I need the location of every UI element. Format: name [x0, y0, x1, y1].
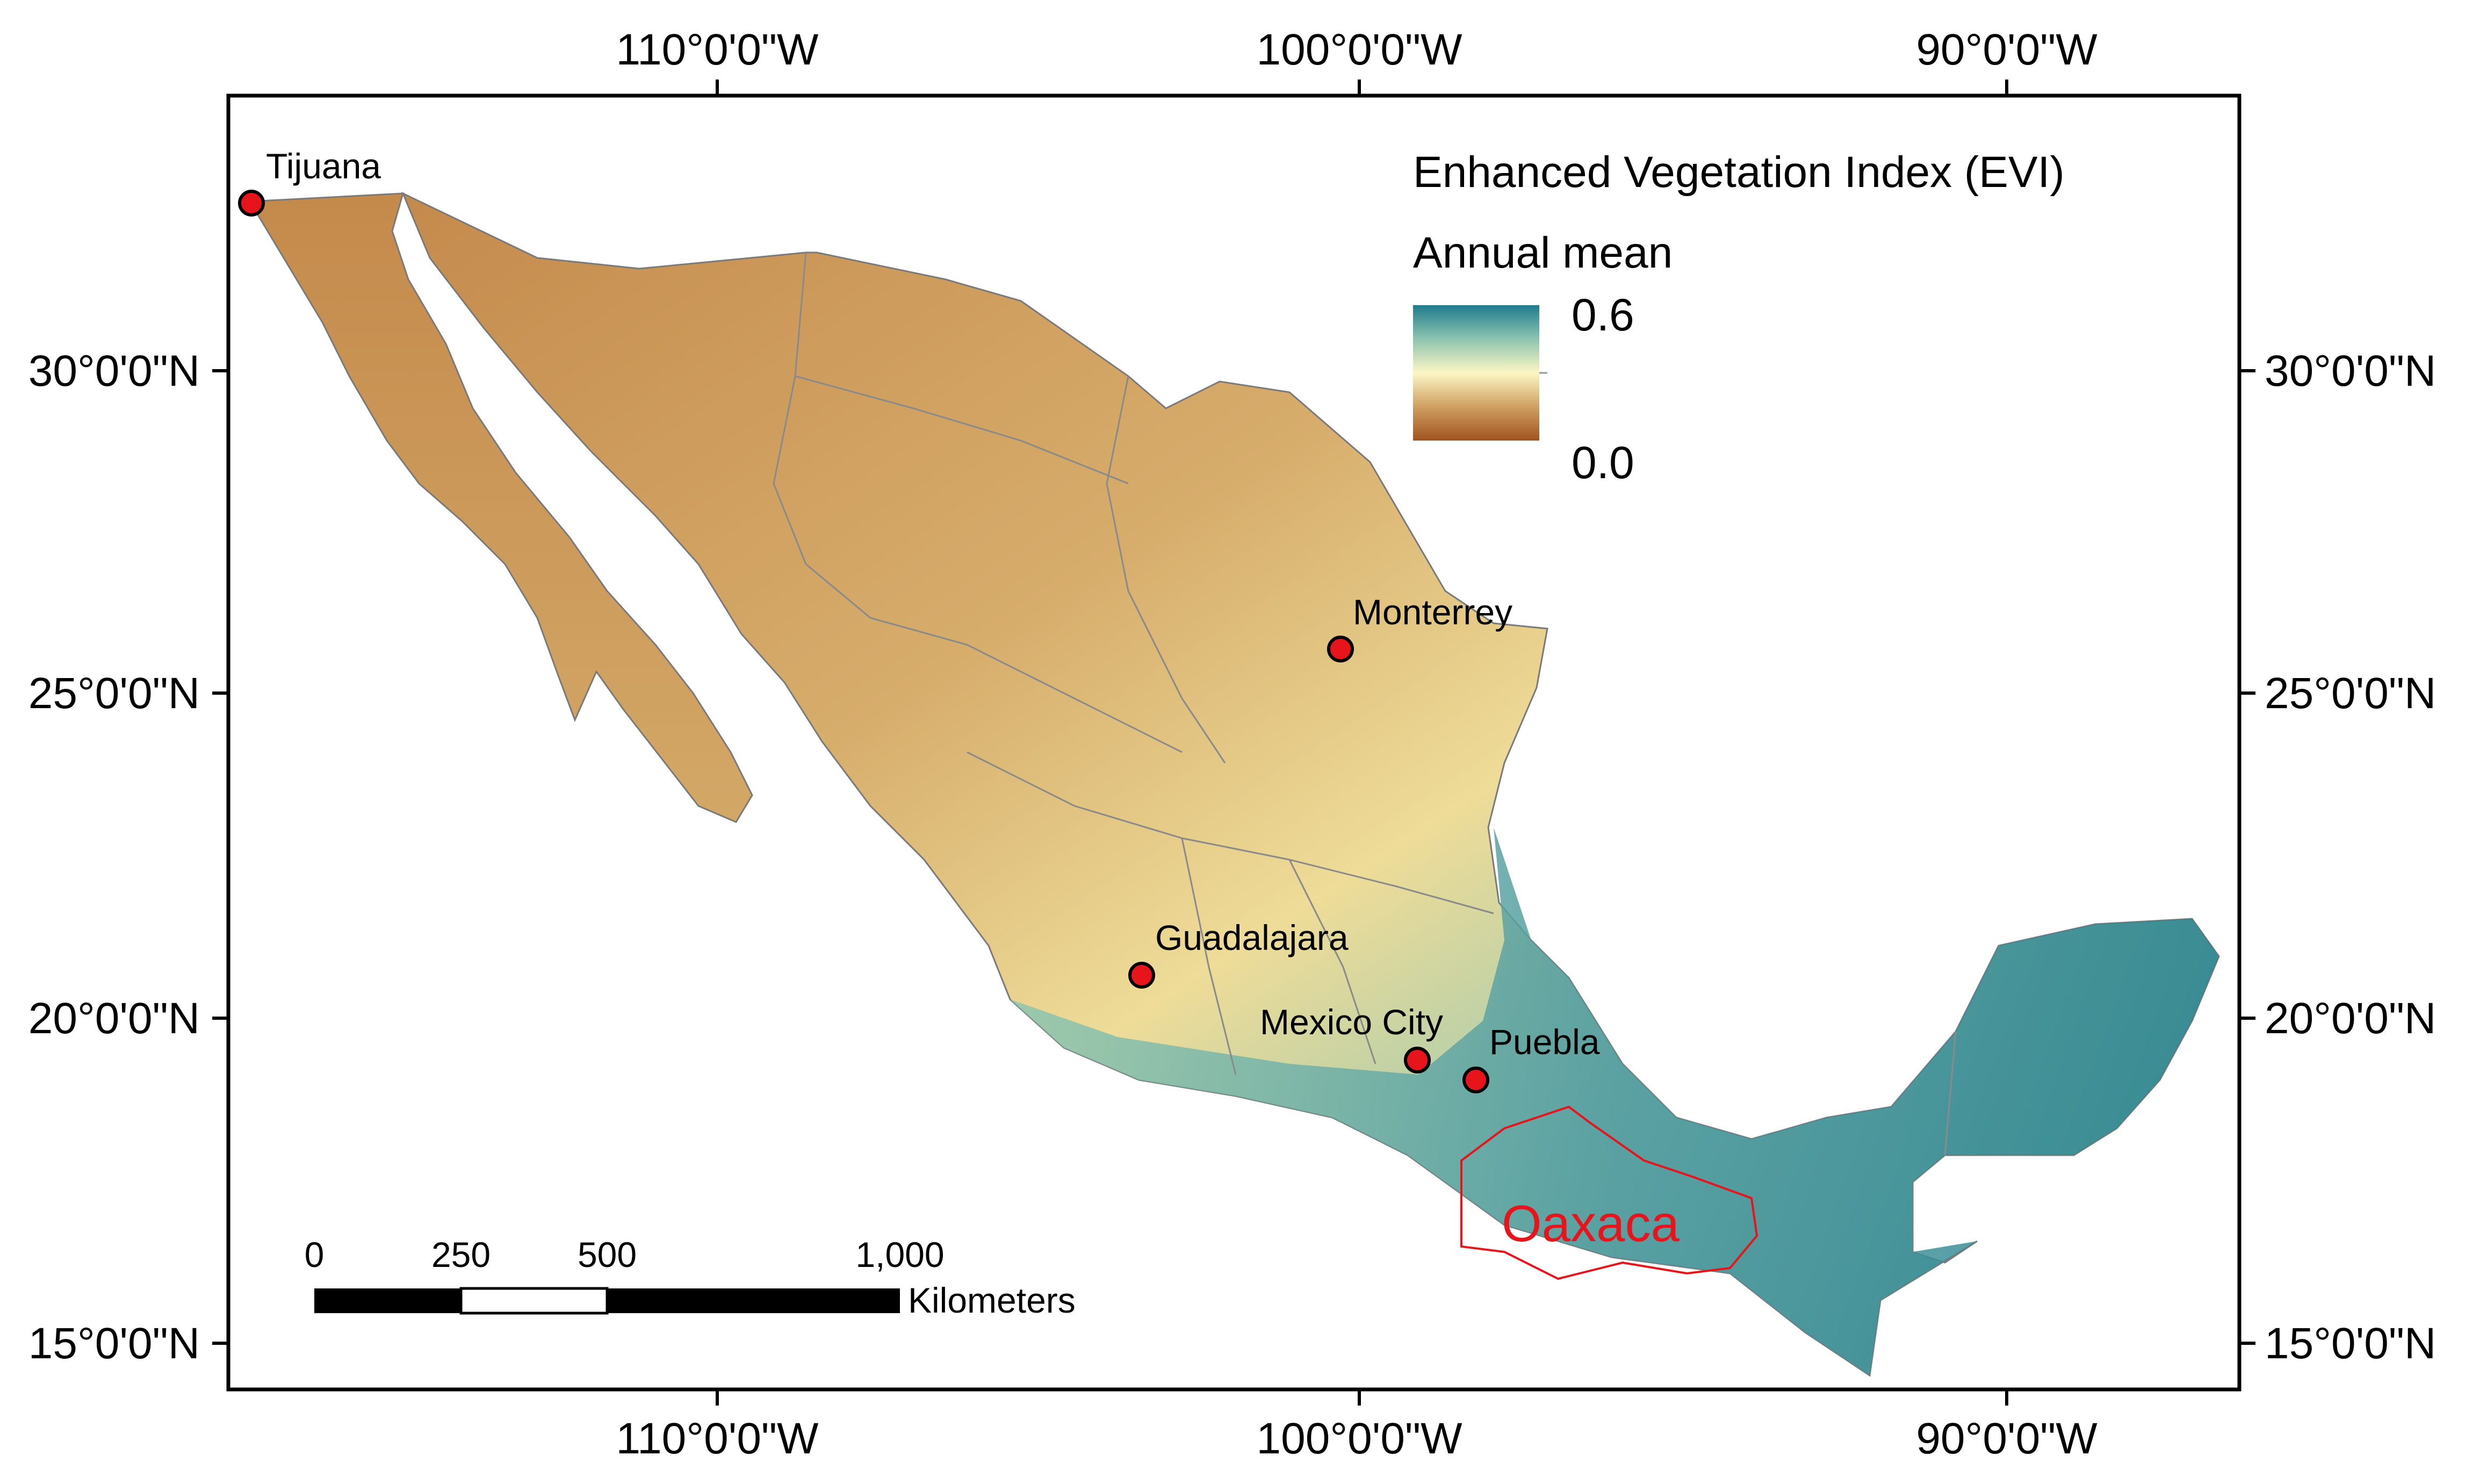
legend-color-ramp: [1413, 305, 1539, 441]
top-lon-label: 90°0'0"W: [1916, 25, 2098, 74]
left-lat-label: 30°0'0"N: [28, 347, 200, 395]
city-guadalajara: Guadalajara: [1128, 918, 1349, 989]
top-lon-label: 100°0'0"W: [1257, 25, 1463, 74]
oaxaca-outline: [1460, 1105, 1758, 1280]
city-monterrey: Monterrey: [1327, 592, 1512, 662]
city-marker: [1404, 1047, 1431, 1074]
city-label: Mexico City: [1260, 1002, 1443, 1042]
scale-bar: 0 250 500 1,000 Kilometers: [305, 1235, 1076, 1320]
southern-humid-zone: [1010, 827, 2219, 1375]
left-lat-label: 15°0'0"N: [28, 1319, 200, 1368]
state-boundaries: [773, 252, 1957, 1156]
city-mexico-city: Mexico City: [1260, 1002, 1443, 1074]
city-tijuana: Tijuana: [238, 146, 381, 217]
bottom-lon-label: 110°0'0"W: [616, 1414, 819, 1463]
legend-max-label: 0.6: [1572, 290, 1634, 340]
legend-subtitle: Annual mean: [1413, 228, 1673, 277]
scale-tick-label: 0: [305, 1235, 325, 1274]
baja-california: [248, 192, 753, 823]
top-lon-label: 110°0'0"W: [616, 25, 819, 74]
scale-segment: [459, 1287, 609, 1315]
right-lat-label: 15°0'0"N: [2265, 1319, 2436, 1368]
top-axis: 110°0'0"W 100°0'0"W 90°0'0"W: [616, 25, 2098, 96]
city-marker: [1128, 962, 1155, 989]
bottom-lon-label: 90°0'0"W: [1916, 1414, 2098, 1463]
city-label: Tijuana: [266, 146, 381, 186]
bottom-lon-label: 100°0'0"W: [1257, 1414, 1463, 1463]
scale-segment: [607, 1288, 900, 1313]
legend: Enhanced Vegetation Index (EVI) Annual m…: [1413, 148, 2065, 488]
right-lat-label: 25°0'0"N: [2265, 669, 2436, 718]
left-axis: 30°0'0"N 25°0'0"N 20°0'0"N 15°0'0"N: [28, 347, 228, 1368]
right-lat-label: 20°0'0"N: [2265, 994, 2436, 1043]
legend-min-label: 0.0: [1572, 437, 1634, 488]
city-label: Puebla: [1489, 1022, 1600, 1062]
city-marker: [238, 190, 265, 217]
city-label: Guadalajara: [1155, 918, 1349, 957]
scale-unit-label: Kilometers: [908, 1280, 1076, 1320]
city-puebla: Puebla: [1462, 1022, 1600, 1093]
left-lat-label: 20°0'0"N: [28, 994, 200, 1043]
oaxaca-label: Oaxaca: [1502, 1195, 1680, 1252]
legend-title: Enhanced Vegetation Index (EVI): [1413, 148, 2065, 197]
scale-tick-label: 250: [431, 1235, 491, 1274]
right-lat-label: 30°0'0"N: [2265, 347, 2436, 395]
city-marker: [1462, 1067, 1489, 1093]
scale-tick-label: 1,000: [855, 1235, 944, 1274]
scale-tick-label: 500: [578, 1235, 637, 1274]
right-axis: 30°0'0"N 25°0'0"N 20°0'0"N 15°0'0"N: [2239, 347, 2436, 1368]
city-label: Monterrey: [1353, 592, 1512, 632]
bottom-axis: 110°0'0"W 100°0'0"W 90°0'0"W: [616, 1389, 2098, 1463]
city-marker: [1327, 636, 1354, 662]
left-lat-label: 25°0'0"N: [28, 669, 200, 718]
scale-segment: [314, 1288, 461, 1313]
